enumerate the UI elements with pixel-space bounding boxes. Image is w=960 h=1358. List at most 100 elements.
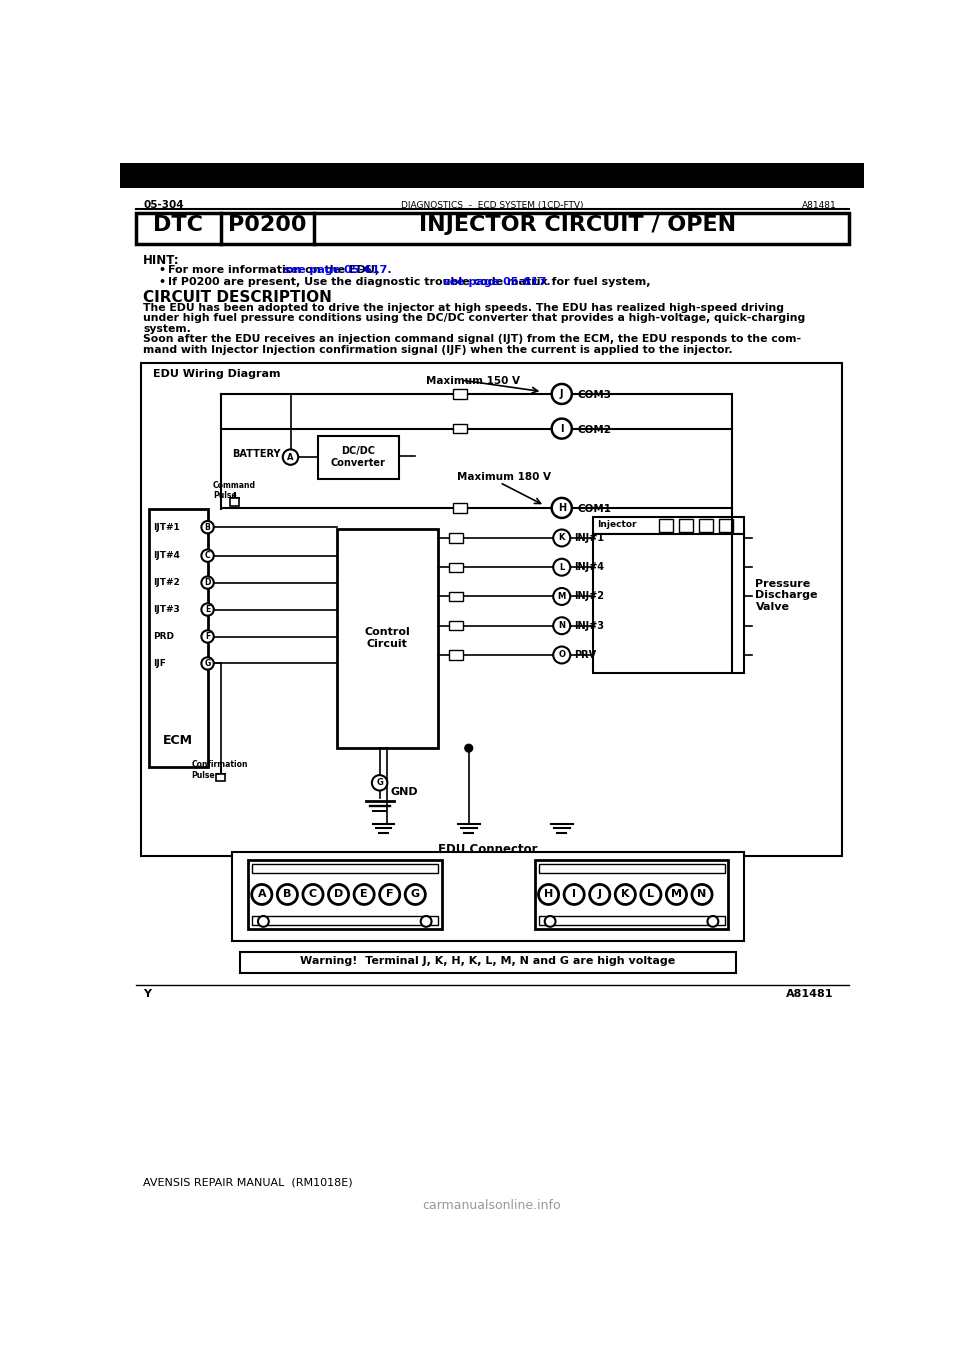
Circle shape [552,498,572,517]
Circle shape [553,530,570,546]
Circle shape [641,884,660,904]
Bar [592,517,744,534]
Text: INJ#1: INJ#1 [574,532,604,543]
Text: mand with Injector Injection confirmation signal (IJF) when the current is appli: mand with Injector Injection confirmatio… [143,345,732,354]
Circle shape [202,630,214,642]
Circle shape [372,775,388,790]
Text: Warning!  Terminal J, K, H, K, L, M, N and G are high voltage: Warning! Terminal J, K, H, K, L, M, N an… [300,956,676,966]
Bar [449,650,464,660]
Bar [453,424,468,433]
Text: L: L [647,889,655,899]
Text: HINT:: HINT: [143,254,180,266]
Circle shape [202,550,214,562]
Text: M: M [558,592,565,602]
Text: system.: system. [143,325,191,334]
Text: N: N [697,889,707,899]
Text: Confirmation
Pulse: Confirmation Pulse [191,760,248,779]
Text: carmanualsonline.info: carmanualsonline.info [422,1199,562,1211]
Text: DIAGNOSTICS  -  ECD SYSTEM (1CD-FTV): DIAGNOSTICS - ECD SYSTEM (1CD-FTV) [400,201,584,210]
Text: A: A [257,889,266,899]
Text: B: B [204,523,210,532]
Circle shape [692,884,712,904]
Text: Command
Pulse: Command Pulse [213,481,256,500]
Text: GND: GND [391,786,419,797]
Circle shape [553,618,570,634]
Text: •: • [158,277,166,287]
Bar [232,851,744,941]
Circle shape [252,884,272,904]
Bar [449,621,464,630]
Bar [539,917,725,925]
Circle shape [465,744,472,752]
Text: The EDU has been adopted to drive the injector at high speeds. The EDU has reali: The EDU has been adopted to drive the in… [143,303,784,314]
Text: IJT#1: IJT#1 [154,523,180,532]
Text: E: E [204,606,210,614]
Circle shape [283,449,299,464]
Circle shape [552,384,572,403]
Circle shape [564,884,585,904]
Bar [535,860,729,929]
Bar [679,520,693,532]
Text: C: C [204,551,210,559]
Circle shape [420,917,432,926]
Bar [539,864,725,873]
Text: EDU Wiring Diagram: EDU Wiring Diagram [153,369,280,379]
Circle shape [544,917,556,926]
Text: A81481: A81481 [785,989,833,999]
Text: IJT#4: IJT#4 [154,551,180,559]
Text: G: G [376,778,383,788]
Text: P0200: P0200 [228,216,306,235]
Bar [141,363,842,856]
Bar [216,774,226,781]
Text: CIRCUIT DESCRIPTION: CIRCUIT DESCRIPTION [143,291,332,306]
Text: A81481: A81481 [803,201,837,210]
Circle shape [328,884,348,904]
Text: Control
Circuit: Control Circuit [365,627,410,649]
Bar [318,436,399,478]
Text: COM1: COM1 [577,504,612,515]
Text: M: M [671,889,682,899]
Circle shape [258,917,269,926]
Text: N: N [559,621,565,630]
Bar [240,952,736,972]
Polygon shape [237,877,248,902]
Text: Y: Y [143,989,152,999]
Text: L: L [559,562,564,572]
Bar [449,562,464,572]
Bar [248,860,442,929]
Circle shape [202,576,214,589]
Text: J: J [560,388,564,399]
Text: B: B [283,889,292,899]
Text: For more information on the EDU,: For more information on the EDU, [168,265,383,276]
Bar [337,528,438,748]
Text: 05-304: 05-304 [143,200,184,210]
Circle shape [552,418,572,439]
Polygon shape [442,877,452,902]
Bar [150,509,207,767]
Bar [230,498,239,505]
Text: If P0200 are present, Use the diagnostic trouble code matrix for fuel system,: If P0200 are present, Use the diagnostic… [168,277,655,287]
Text: COM2: COM2 [577,425,612,435]
Text: Pressure
Discharge
Valve: Pressure Discharge Valve [756,579,818,612]
Text: IJF: IJF [154,659,166,668]
Bar [453,504,468,512]
Text: INJ#4: INJ#4 [574,562,604,572]
Bar [719,520,733,532]
Text: D: D [334,889,343,899]
Circle shape [202,603,214,615]
Circle shape [553,646,570,664]
Circle shape [666,884,686,904]
Circle shape [589,884,610,904]
Bar [453,390,468,399]
Text: H: H [558,502,565,513]
Circle shape [405,884,425,904]
Bar [252,864,438,873]
Bar [120,163,864,187]
Text: INJ#3: INJ#3 [574,621,604,630]
Circle shape [553,558,570,576]
Circle shape [202,521,214,534]
Text: under high fuel pressure conditions using the DC/DC converter that provides a hi: under high fuel pressure conditions usin… [143,314,805,323]
Polygon shape [729,877,739,902]
Text: G: G [411,889,420,899]
Text: D: D [204,579,211,587]
